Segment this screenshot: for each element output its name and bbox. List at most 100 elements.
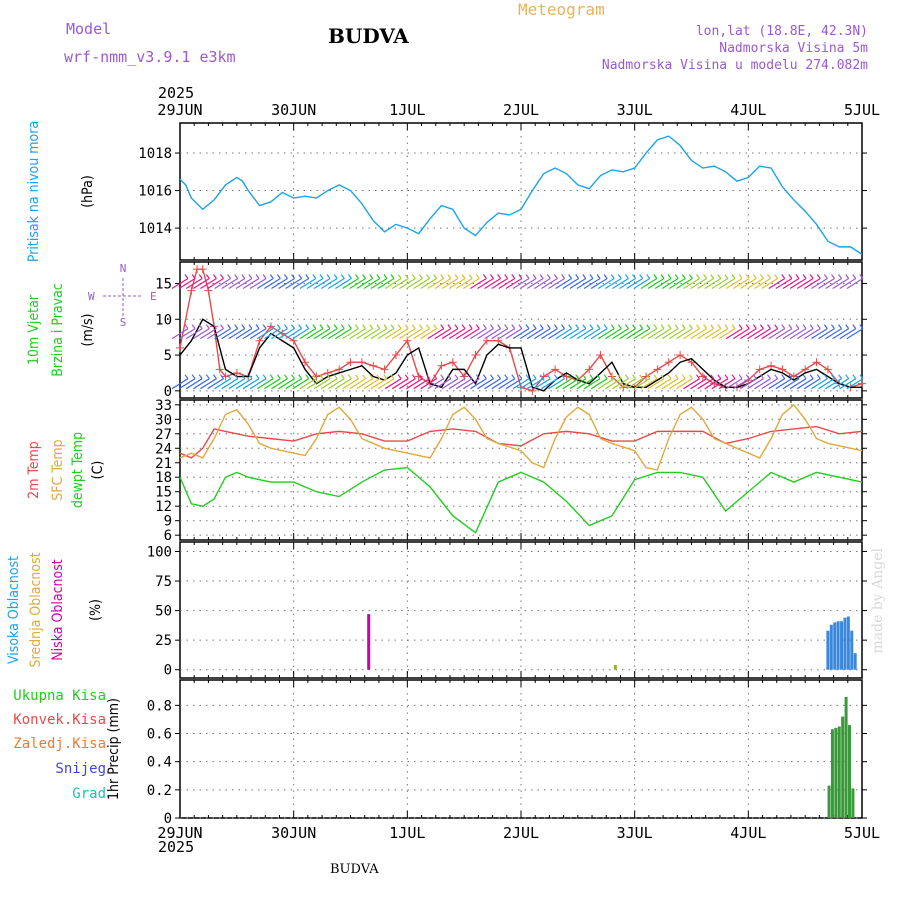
speed-marker <box>823 365 832 374</box>
wind-barb <box>178 374 196 390</box>
y-tick-label: 12 <box>155 499 172 515</box>
bar <box>841 716 845 818</box>
wind-barb <box>171 274 189 289</box>
wind-barb <box>505 374 523 390</box>
speed-marker <box>369 361 378 370</box>
wind-barb <box>349 374 367 390</box>
wind-barb <box>242 274 260 289</box>
y-axis-label: Pritisak na nivou mora <box>26 121 42 262</box>
speed-marker <box>471 351 480 360</box>
wind-barb <box>214 274 232 289</box>
wind-barb <box>754 374 772 390</box>
wind-barb <box>683 274 700 289</box>
wind-barb <box>377 374 395 390</box>
wind-barb <box>306 274 324 289</box>
wind-barb <box>789 374 807 390</box>
wind-barb <box>825 324 843 340</box>
wind-barb <box>278 324 296 340</box>
speed-marker <box>801 365 810 374</box>
wind-barb <box>668 374 686 390</box>
wind-barb <box>462 374 480 390</box>
wind-barb <box>718 274 736 289</box>
x-tick-label-bottom: 4JUL <box>730 824 766 842</box>
bar <box>850 630 854 670</box>
bar <box>613 664 617 670</box>
wind-barb <box>192 274 210 289</box>
speed-marker <box>335 365 344 374</box>
wind-barb <box>583 324 601 340</box>
wind-barb <box>462 274 480 289</box>
wind-barb <box>455 324 473 340</box>
bar <box>853 653 857 670</box>
wind-barb <box>775 374 793 390</box>
wind-barb <box>782 274 800 289</box>
x-tick-label-bottom: 5JUL <box>844 824 880 842</box>
wind-barb <box>256 274 274 289</box>
wind-barb <box>697 324 715 340</box>
wind-barb <box>207 324 225 340</box>
speed-marker <box>255 336 264 345</box>
wind-barb <box>235 274 253 289</box>
wind-barb <box>612 374 629 390</box>
wind-barb <box>200 274 217 289</box>
wind-barb <box>292 274 310 289</box>
speed-marker <box>551 365 560 374</box>
speed-marker <box>767 361 776 370</box>
wind-barb <box>455 374 473 390</box>
wind-barb <box>228 324 246 340</box>
wind-barb <box>384 324 402 340</box>
y-axis-label: dewpt Temp <box>70 432 86 508</box>
wind-barb <box>292 324 310 340</box>
wind-barb <box>235 324 253 340</box>
wind-barb <box>782 374 800 390</box>
wind-barb <box>562 324 580 340</box>
wind-barb <box>470 324 487 340</box>
wind-barb <box>313 274 331 289</box>
wind-barb <box>803 274 821 289</box>
wind-barb <box>406 374 423 390</box>
wind-barb <box>526 374 544 390</box>
wind-barb <box>249 374 267 390</box>
wind-barb <box>192 324 210 340</box>
wind-barb <box>740 374 757 390</box>
wind-barb <box>462 324 480 340</box>
panel-pressure: 1014 1016 1018 Pritisak na nivou mora (hPa) <box>26 121 867 262</box>
wind-barb <box>597 274 615 289</box>
wind-barb <box>207 274 225 289</box>
bar <box>843 617 847 670</box>
wind-barb <box>306 324 324 340</box>
y-tick-label: 18 <box>155 470 172 486</box>
wind-barb <box>555 374 573 390</box>
wind-barb <box>654 374 672 390</box>
wind-barb <box>320 274 338 289</box>
wind-barb <box>647 374 665 390</box>
wind-barb <box>427 274 445 289</box>
wind-barb <box>668 324 686 340</box>
wind-barb <box>498 374 516 390</box>
wind-barb <box>228 274 246 289</box>
speed-marker <box>482 336 491 345</box>
wind-barb <box>299 374 317 390</box>
x-tick-label-top: 29JUN <box>157 101 202 119</box>
wind-barb <box>811 274 828 289</box>
speed-marker <box>448 358 457 367</box>
wind-barb <box>441 374 459 390</box>
wind-barb <box>391 374 409 390</box>
y-tick-label: 0.4 <box>147 755 172 771</box>
wind-barb <box>612 324 629 340</box>
y-tick-label: 1014 <box>138 221 172 237</box>
wind-barb <box>256 374 274 390</box>
wind-barb <box>548 374 566 390</box>
model-elevation-label: Nadmorska Visina u modelu 274.082m <box>601 58 868 73</box>
wind-barb <box>697 374 715 390</box>
wind-barb <box>477 274 494 289</box>
y-tick-label: 0 <box>164 663 172 679</box>
wind-barb <box>249 324 267 340</box>
wind-barb <box>370 374 388 390</box>
speed-marker <box>676 351 685 360</box>
wind-barb <box>640 324 658 340</box>
wind-barb <box>278 274 296 289</box>
wind-barb <box>526 324 544 340</box>
wind-barb <box>633 324 651 340</box>
wind-barb <box>562 274 580 289</box>
